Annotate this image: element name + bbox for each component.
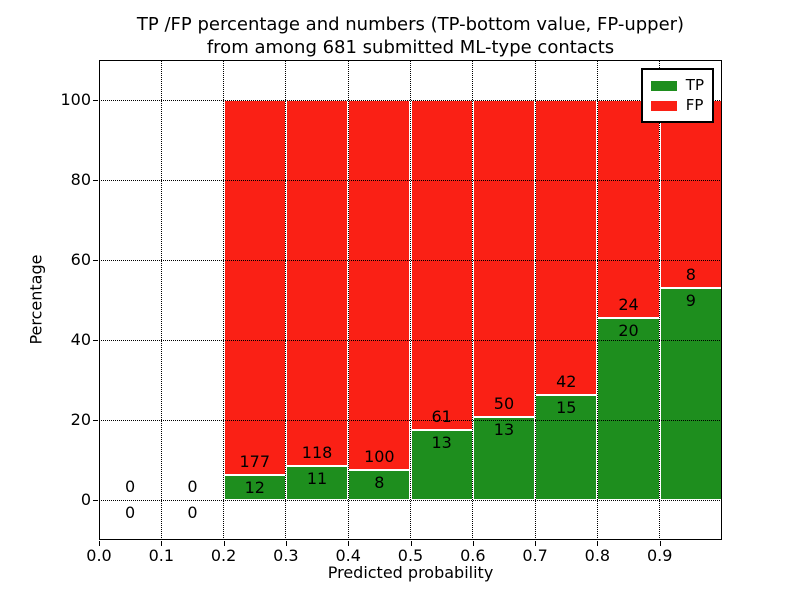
bar-fp-segment bbox=[597, 100, 660, 319]
bar-fp-segment bbox=[410, 100, 473, 430]
gridline-x bbox=[534, 60, 536, 540]
x-tick-label: 0.1 bbox=[148, 546, 175, 565]
gridline-x bbox=[160, 60, 162, 540]
fp-count-label: 177 bbox=[239, 451, 271, 471]
y-tick-mark bbox=[93, 180, 98, 181]
legend-item-tp: TP bbox=[650, 76, 704, 94]
bar-fp-segment bbox=[348, 100, 411, 471]
x-tick-mark bbox=[659, 541, 661, 546]
fp-count-label: 61 bbox=[431, 406, 452, 426]
bar-fp-segment bbox=[472, 100, 536, 418]
x-tick-mark bbox=[99, 541, 100, 546]
bar-tp-segment bbox=[472, 417, 536, 500]
tp-count-label: 13 bbox=[431, 432, 452, 452]
bar-fp-segment bbox=[535, 100, 598, 395]
fp-count-label: 24 bbox=[618, 295, 639, 315]
x-tick-mark bbox=[348, 541, 350, 546]
y-tick-mark bbox=[93, 100, 98, 101]
tp-count-label: 12 bbox=[244, 477, 265, 497]
x-tick-mark bbox=[535, 541, 537, 546]
gridline-x bbox=[347, 60, 349, 540]
legend: TP FP bbox=[640, 68, 714, 123]
x-tick-label: 0.3 bbox=[273, 546, 299, 565]
fp-count-label: 0 bbox=[187, 477, 198, 496]
chart-title: TP /FP percentage and numbers (TP-bottom… bbox=[99, 13, 722, 59]
gridline-y bbox=[99, 259, 722, 261]
tp-legend-label: TP bbox=[685, 76, 704, 94]
bar-tp-segment bbox=[285, 465, 349, 500]
y-tick-mark bbox=[93, 500, 98, 501]
fp-legend-label: FP bbox=[685, 96, 704, 114]
y-axis-label: Percentage bbox=[26, 254, 46, 345]
bar-tp-segment bbox=[348, 470, 411, 500]
x-tick-label: 0.2 bbox=[210, 546, 237, 565]
tp-count-label: 20 bbox=[618, 321, 639, 341]
gridline-y bbox=[99, 179, 722, 181]
bar-tp-segment bbox=[223, 474, 286, 500]
fp-count-label: 0 bbox=[125, 477, 136, 496]
bar-tp-segment bbox=[659, 288, 722, 500]
x-tick-mark bbox=[223, 541, 225, 546]
tp-count-label: 11 bbox=[306, 468, 328, 488]
gridline-y bbox=[99, 499, 722, 501]
tp-count-label: 0 bbox=[187, 503, 198, 522]
tp-count-label: 15 bbox=[556, 397, 577, 417]
x-tick-label: 0.4 bbox=[335, 546, 361, 565]
gridline-y bbox=[99, 339, 722, 341]
gridline-x bbox=[285, 60, 287, 540]
gridline-x bbox=[223, 60, 225, 540]
y-tick-label: 20 bbox=[70, 410, 91, 429]
fp-count-label: 50 bbox=[493, 394, 515, 414]
gridline-y bbox=[99, 99, 722, 101]
tp-count-label: 0 bbox=[125, 503, 136, 522]
y-tick-mark bbox=[93, 260, 98, 261]
tp-count-label: 9 bbox=[685, 291, 696, 311]
bar-fp-segment bbox=[223, 100, 286, 475]
x-tick-label: 0.9 bbox=[646, 546, 673, 565]
y-tick-mark bbox=[93, 420, 98, 421]
x-tick-label: 0.5 bbox=[397, 546, 424, 565]
y-tick-mark bbox=[93, 340, 98, 341]
gridline-x bbox=[659, 60, 661, 540]
x-tick-label: 0.6 bbox=[460, 546, 486, 565]
gridline-x bbox=[472, 60, 474, 540]
x-tick-mark bbox=[285, 541, 287, 546]
tp-count-label: 13 bbox=[493, 420, 515, 440]
x-axis-label: Predicted probability bbox=[327, 563, 494, 582]
fp-count-label: 100 bbox=[364, 447, 395, 467]
fp-legend-swatch bbox=[650, 100, 677, 111]
bar-tp-segment bbox=[535, 394, 598, 500]
chart-title-line1: TP /FP percentage and numbers (TP-bottom… bbox=[136, 14, 685, 35]
chart-title-line2: from among 681 submitted ML-type contact… bbox=[206, 37, 615, 58]
y-tick-label: 0 bbox=[80, 490, 91, 509]
fp-count-label: 42 bbox=[556, 371, 577, 391]
x-tick-label: 0.0 bbox=[86, 546, 112, 565]
fp-count-label: 8 bbox=[685, 265, 696, 285]
x-tick-mark bbox=[597, 541, 599, 546]
x-tick-label: 0.7 bbox=[522, 546, 548, 565]
gridline-y bbox=[99, 419, 722, 421]
tp-legend-swatch bbox=[650, 80, 677, 91]
tp-count-label: 8 bbox=[374, 473, 385, 493]
y-tick-label: 60 bbox=[70, 250, 91, 269]
bar-tp-segment bbox=[410, 429, 473, 500]
bar-tp-segment bbox=[597, 318, 660, 500]
x-tick-mark bbox=[472, 541, 474, 546]
bar-fp-segment bbox=[659, 100, 722, 289]
legend-item-fp: FP bbox=[650, 96, 704, 114]
y-tick-label: 100 bbox=[60, 90, 91, 109]
gridline-x bbox=[596, 60, 598, 540]
fp-count-label: 118 bbox=[301, 442, 333, 462]
bar-fp-segment bbox=[285, 100, 349, 466]
gridline-x bbox=[410, 60, 411, 540]
x-tick-label: 0.8 bbox=[584, 546, 611, 565]
y-tick-label: 40 bbox=[70, 330, 91, 349]
plot-area: TP FP 0 0 0 0 177 12 118 11 100 8 61 13 50 13 42 15 24 20… bbox=[99, 60, 722, 540]
y-tick-label: 80 bbox=[70, 170, 91, 189]
x-tick-mark bbox=[161, 541, 163, 546]
x-tick-mark bbox=[410, 541, 412, 546]
